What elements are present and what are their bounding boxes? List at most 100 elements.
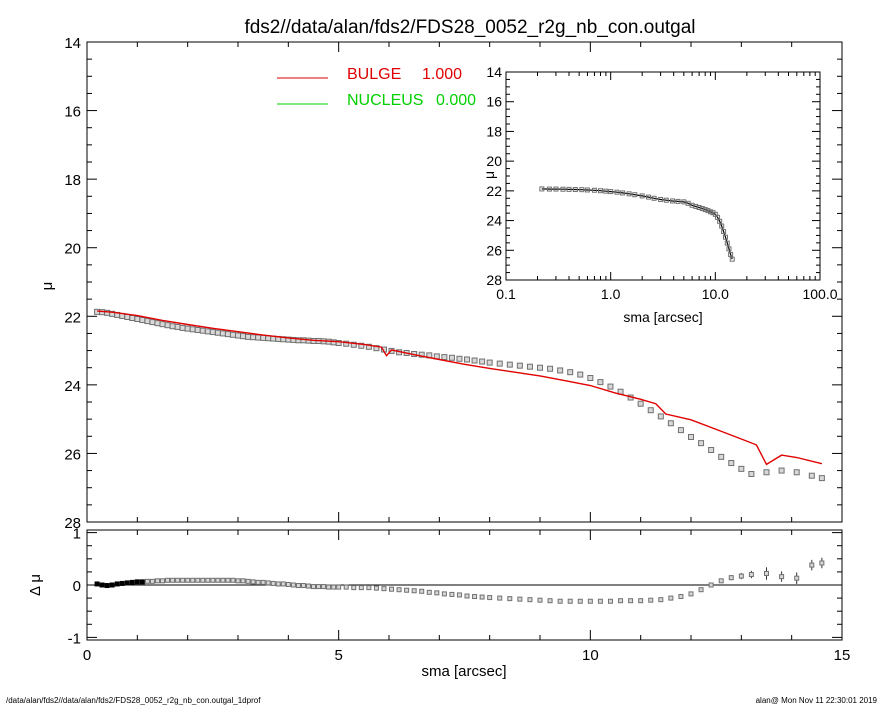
residual-point — [331, 584, 337, 590]
residual-point — [99, 582, 105, 588]
residual-point — [688, 591, 694, 597]
main-data-point — [577, 371, 584, 378]
inset-x-tick-label: 1.0 — [601, 286, 621, 302]
residual-point — [275, 581, 281, 587]
residual-point — [170, 577, 176, 583]
inset-data-point — [726, 246, 732, 252]
residual-point — [547, 598, 553, 604]
residual-point — [190, 577, 196, 583]
main-data-point — [456, 355, 463, 362]
residual-point — [154, 578, 160, 584]
main-data-point — [179, 324, 186, 331]
residual-point — [809, 562, 815, 568]
legend: BULGE 1.000 NUCLEUS 0.000 — [277, 66, 476, 109]
residual-point — [464, 593, 470, 599]
residual-point — [94, 581, 100, 587]
main-data-point — [224, 331, 231, 338]
residual-point — [139, 579, 145, 585]
residual-point — [396, 587, 402, 593]
inset-data-point — [566, 186, 572, 192]
main-data-point — [174, 323, 181, 330]
x-tick-label: 0 — [83, 647, 91, 664]
main-data-point — [637, 400, 644, 407]
residual-point — [149, 578, 155, 584]
residual-point — [718, 578, 724, 584]
main-data-point — [698, 440, 705, 447]
residual-point — [129, 579, 135, 585]
residual-point — [200, 577, 206, 583]
residual-point — [472, 594, 478, 600]
inset-data-point — [560, 186, 566, 192]
residual-point — [748, 572, 754, 578]
inset-y-axis-label: μ — [481, 171, 497, 179]
residual-point — [487, 595, 493, 601]
residual-point — [235, 578, 241, 584]
residual-point — [628, 598, 634, 604]
inset-data-point — [546, 186, 552, 192]
inset-data-point — [646, 194, 652, 200]
residual-point — [517, 596, 523, 602]
main-data-point — [240, 333, 247, 340]
residual-point — [109, 582, 115, 588]
residual-point — [225, 577, 231, 583]
main-data-point — [209, 329, 216, 336]
inset-data-point — [632, 192, 638, 198]
residual-point — [366, 585, 372, 591]
main-data-point — [189, 326, 196, 333]
inset-y-tick-label: 28 — [486, 272, 502, 288]
inset-data-layer — [539, 186, 735, 262]
residual-point — [577, 598, 583, 604]
main-data-point — [139, 317, 146, 324]
inset-data-point — [539, 186, 545, 192]
figure-title: fds2//data/alan/fds2/FDS28_0052_r2g_nb_c… — [244, 17, 695, 38]
main-data-point — [647, 407, 654, 414]
inset-y-tick-label: 16 — [486, 94, 502, 110]
residual-point — [698, 587, 704, 593]
residual-y-tick-label: 1 — [73, 526, 81, 543]
inset-data-point — [608, 189, 614, 195]
main-data-point — [587, 375, 594, 381]
inset-data-point — [719, 223, 725, 229]
main-data-point — [199, 327, 206, 334]
residual-point — [280, 581, 286, 587]
inset-data-point — [705, 208, 711, 214]
legend-bulge-value: 1.000 — [422, 66, 462, 83]
main-data-point — [526, 363, 533, 370]
residual-point — [358, 585, 364, 591]
residual-point — [587, 598, 593, 604]
residual-point — [738, 573, 744, 579]
inset-data-point — [663, 197, 669, 203]
main-y-tick-label: 18 — [64, 172, 81, 189]
residual-point — [404, 587, 410, 593]
footer-user-timestamp: alan@ Mon Nov 11 22:30:01 2019 — [755, 696, 877, 705]
residual-point — [441, 591, 447, 597]
inset-log-plot: 0.1 1.0 10.0 100.0 14 16 18 20 22 24 26 28 μ sma [a… — [481, 64, 838, 325]
inset-data-point — [721, 229, 727, 235]
main-data-point — [567, 369, 574, 376]
residual-point — [373, 585, 379, 591]
inset-data-point — [591, 187, 597, 193]
main-data-point — [204, 328, 211, 335]
main-data-point — [793, 469, 800, 476]
main-data-point — [479, 358, 486, 365]
residual-point — [220, 577, 226, 583]
main-data-point — [516, 362, 523, 369]
residual-point — [567, 598, 573, 604]
main-data-point — [441, 354, 448, 361]
residual-point — [638, 598, 644, 604]
inset-data-point — [658, 196, 664, 202]
residual-point — [285, 581, 291, 587]
inset-data-point — [598, 188, 604, 194]
main-data-point — [219, 330, 226, 337]
x-tick-label: 5 — [334, 647, 342, 664]
inset-x-axis-label: sma [arcsec] — [623, 309, 702, 325]
residual-point — [819, 560, 825, 566]
residual-point — [779, 574, 785, 580]
residual-point — [456, 592, 462, 598]
inset-data-point — [584, 187, 590, 193]
inset-data-point — [572, 187, 578, 193]
residual-point — [245, 578, 251, 584]
inset-axes: 0.1 1.0 10.0 100.0 14 16 18 20 22 24 26 28 — [486, 64, 837, 302]
footer-file-path: /data/alan/fds2//data/alan/fds2/FDS28_00… — [6, 696, 261, 705]
